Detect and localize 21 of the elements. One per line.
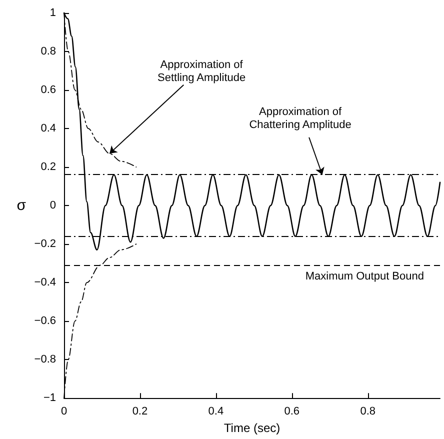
ref-line-label: Maximum Output Bound [305, 270, 424, 283]
x-axis-title: Time (sec) [224, 421, 280, 435]
x-tick-label: 0.6 [284, 406, 300, 418]
y-axis-title: σ [16, 197, 27, 214]
x-tick-label: 0.4 [208, 406, 224, 418]
x-tick-label: 0.8 [360, 406, 376, 418]
annotation: Approximation of Settling Amplitude [158, 59, 246, 84]
annotation: Approximation of Chattering Amplitude [249, 106, 352, 132]
y-tick-label: −0.8 [34, 354, 56, 366]
y-tick-label: −0.2 [34, 238, 56, 250]
x-tick-label: 0 [60, 406, 68, 418]
y-tick-label: 0 [50, 200, 56, 212]
y-tick-label: 1 [50, 7, 56, 19]
y-tick-label: 0.2 [40, 161, 56, 174]
y-tick-label: −1 [43, 392, 56, 404]
y-tick-label: 0.8 [40, 46, 56, 58]
x-tick-label: 0.2 [132, 406, 148, 418]
y-tick-label: 0.6 [40, 84, 56, 96]
y-tick-label: −0.6 [34, 315, 56, 328]
y-tick-label: −0.4 [34, 276, 56, 289]
y-tick-label: 0.4 [40, 122, 56, 135]
